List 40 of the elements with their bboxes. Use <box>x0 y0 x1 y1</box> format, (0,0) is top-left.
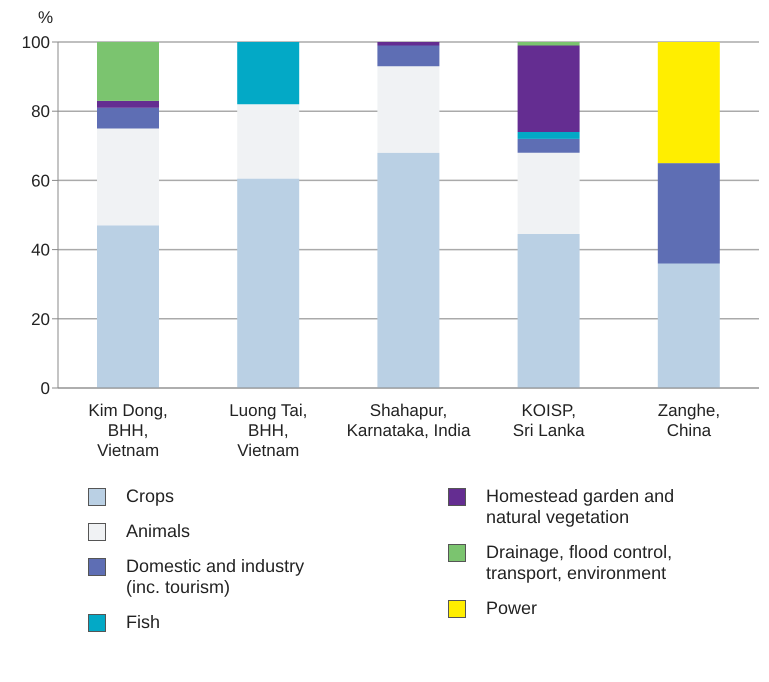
bar <box>97 100 159 108</box>
y-tick-label: 80 <box>31 102 50 122</box>
bar <box>237 42 300 104</box>
bar <box>518 132 580 139</box>
bar <box>377 152 440 388</box>
bar <box>658 163 720 264</box>
x-tick-label: Kim Dong, BHH, Vietnam <box>88 401 168 460</box>
bar <box>377 45 440 66</box>
legend-label: Domestic and industry (inc. tourism) <box>126 556 306 598</box>
bar <box>658 263 720 388</box>
y-tick-label: 40 <box>31 240 50 260</box>
bar <box>97 128 159 226</box>
bar <box>518 45 580 132</box>
y-tick-label: 100 <box>22 33 50 52</box>
x-tick-label: KOISP, Sri Lanka <box>512 401 586 440</box>
bar <box>377 66 440 153</box>
bar <box>518 138 580 153</box>
legend-label: Fish <box>126 612 162 633</box>
x-tick-label: Luong Tai, BHH, Vietnam <box>229 401 308 460</box>
bar <box>377 42 440 46</box>
y-axis-title: % <box>38 8 54 28</box>
bar <box>658 42 720 164</box>
y-tick-label: 20 <box>31 310 50 329</box>
bar <box>97 108 159 128</box>
bar <box>518 42 580 46</box>
x-tick-label: Shahapur, Karnataka, India <box>346 401 471 440</box>
legend-label: Drainage, flood control, transport, environment <box>486 542 674 584</box>
legend-label: Animals <box>126 521 192 542</box>
y-tick-label: 60 <box>31 171 50 190</box>
bar <box>518 152 580 234</box>
bar <box>97 225 159 388</box>
legend-label: Homestead garden and natural vegetation <box>486 486 676 528</box>
legend-label: Power <box>486 598 538 619</box>
legend-label: Crops <box>126 486 176 507</box>
bar <box>237 178 300 388</box>
bar <box>97 42 159 101</box>
x-tick-label: Zanghe, China <box>658 401 720 440</box>
y-tick-label: 0 <box>40 379 50 398</box>
bar <box>237 104 300 179</box>
bar <box>518 234 580 388</box>
